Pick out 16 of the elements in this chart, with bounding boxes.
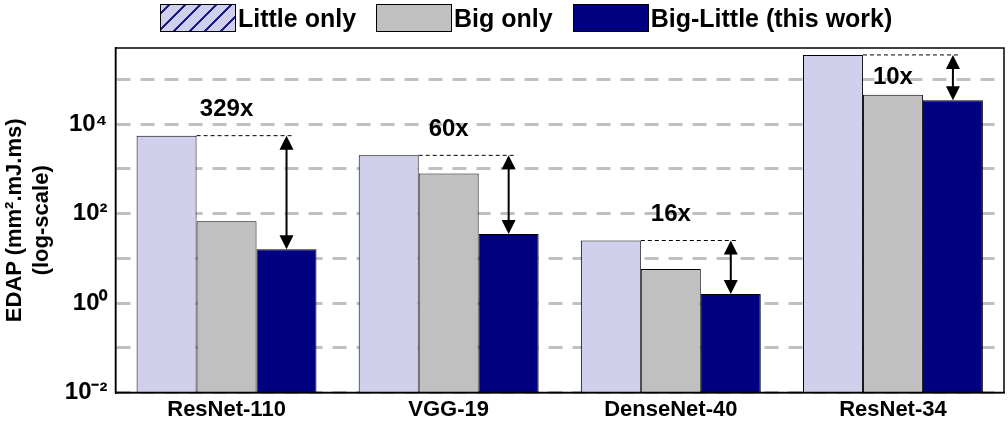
legend-label: Big-Little (this work): [650, 3, 893, 33]
y-tick-label: 10²: [72, 198, 108, 226]
x-tick-label: VGG-19: [408, 395, 490, 421]
x-tick-label: ResNet-110: [167, 395, 286, 421]
annotation: 329x: [199, 94, 254, 122]
y-tick-label: 10⁰: [72, 287, 109, 315]
annotation: 60x: [428, 113, 470, 141]
legend-label: Big only: [454, 3, 553, 33]
y-tick-label: 10⁻²: [64, 377, 108, 405]
annotation: 10x: [872, 61, 914, 89]
y-axis-title: EDAP (mm².mJ.ms) (log-scale): [1, 118, 53, 323]
y-tick-label: 10⁴: [68, 108, 108, 136]
annotation: 16x: [650, 199, 692, 227]
x-tick-label: ResNet-34: [839, 395, 948, 421]
x-tick-label: DenseNet-40: [604, 395, 738, 421]
legend-label: Little only: [238, 3, 357, 33]
